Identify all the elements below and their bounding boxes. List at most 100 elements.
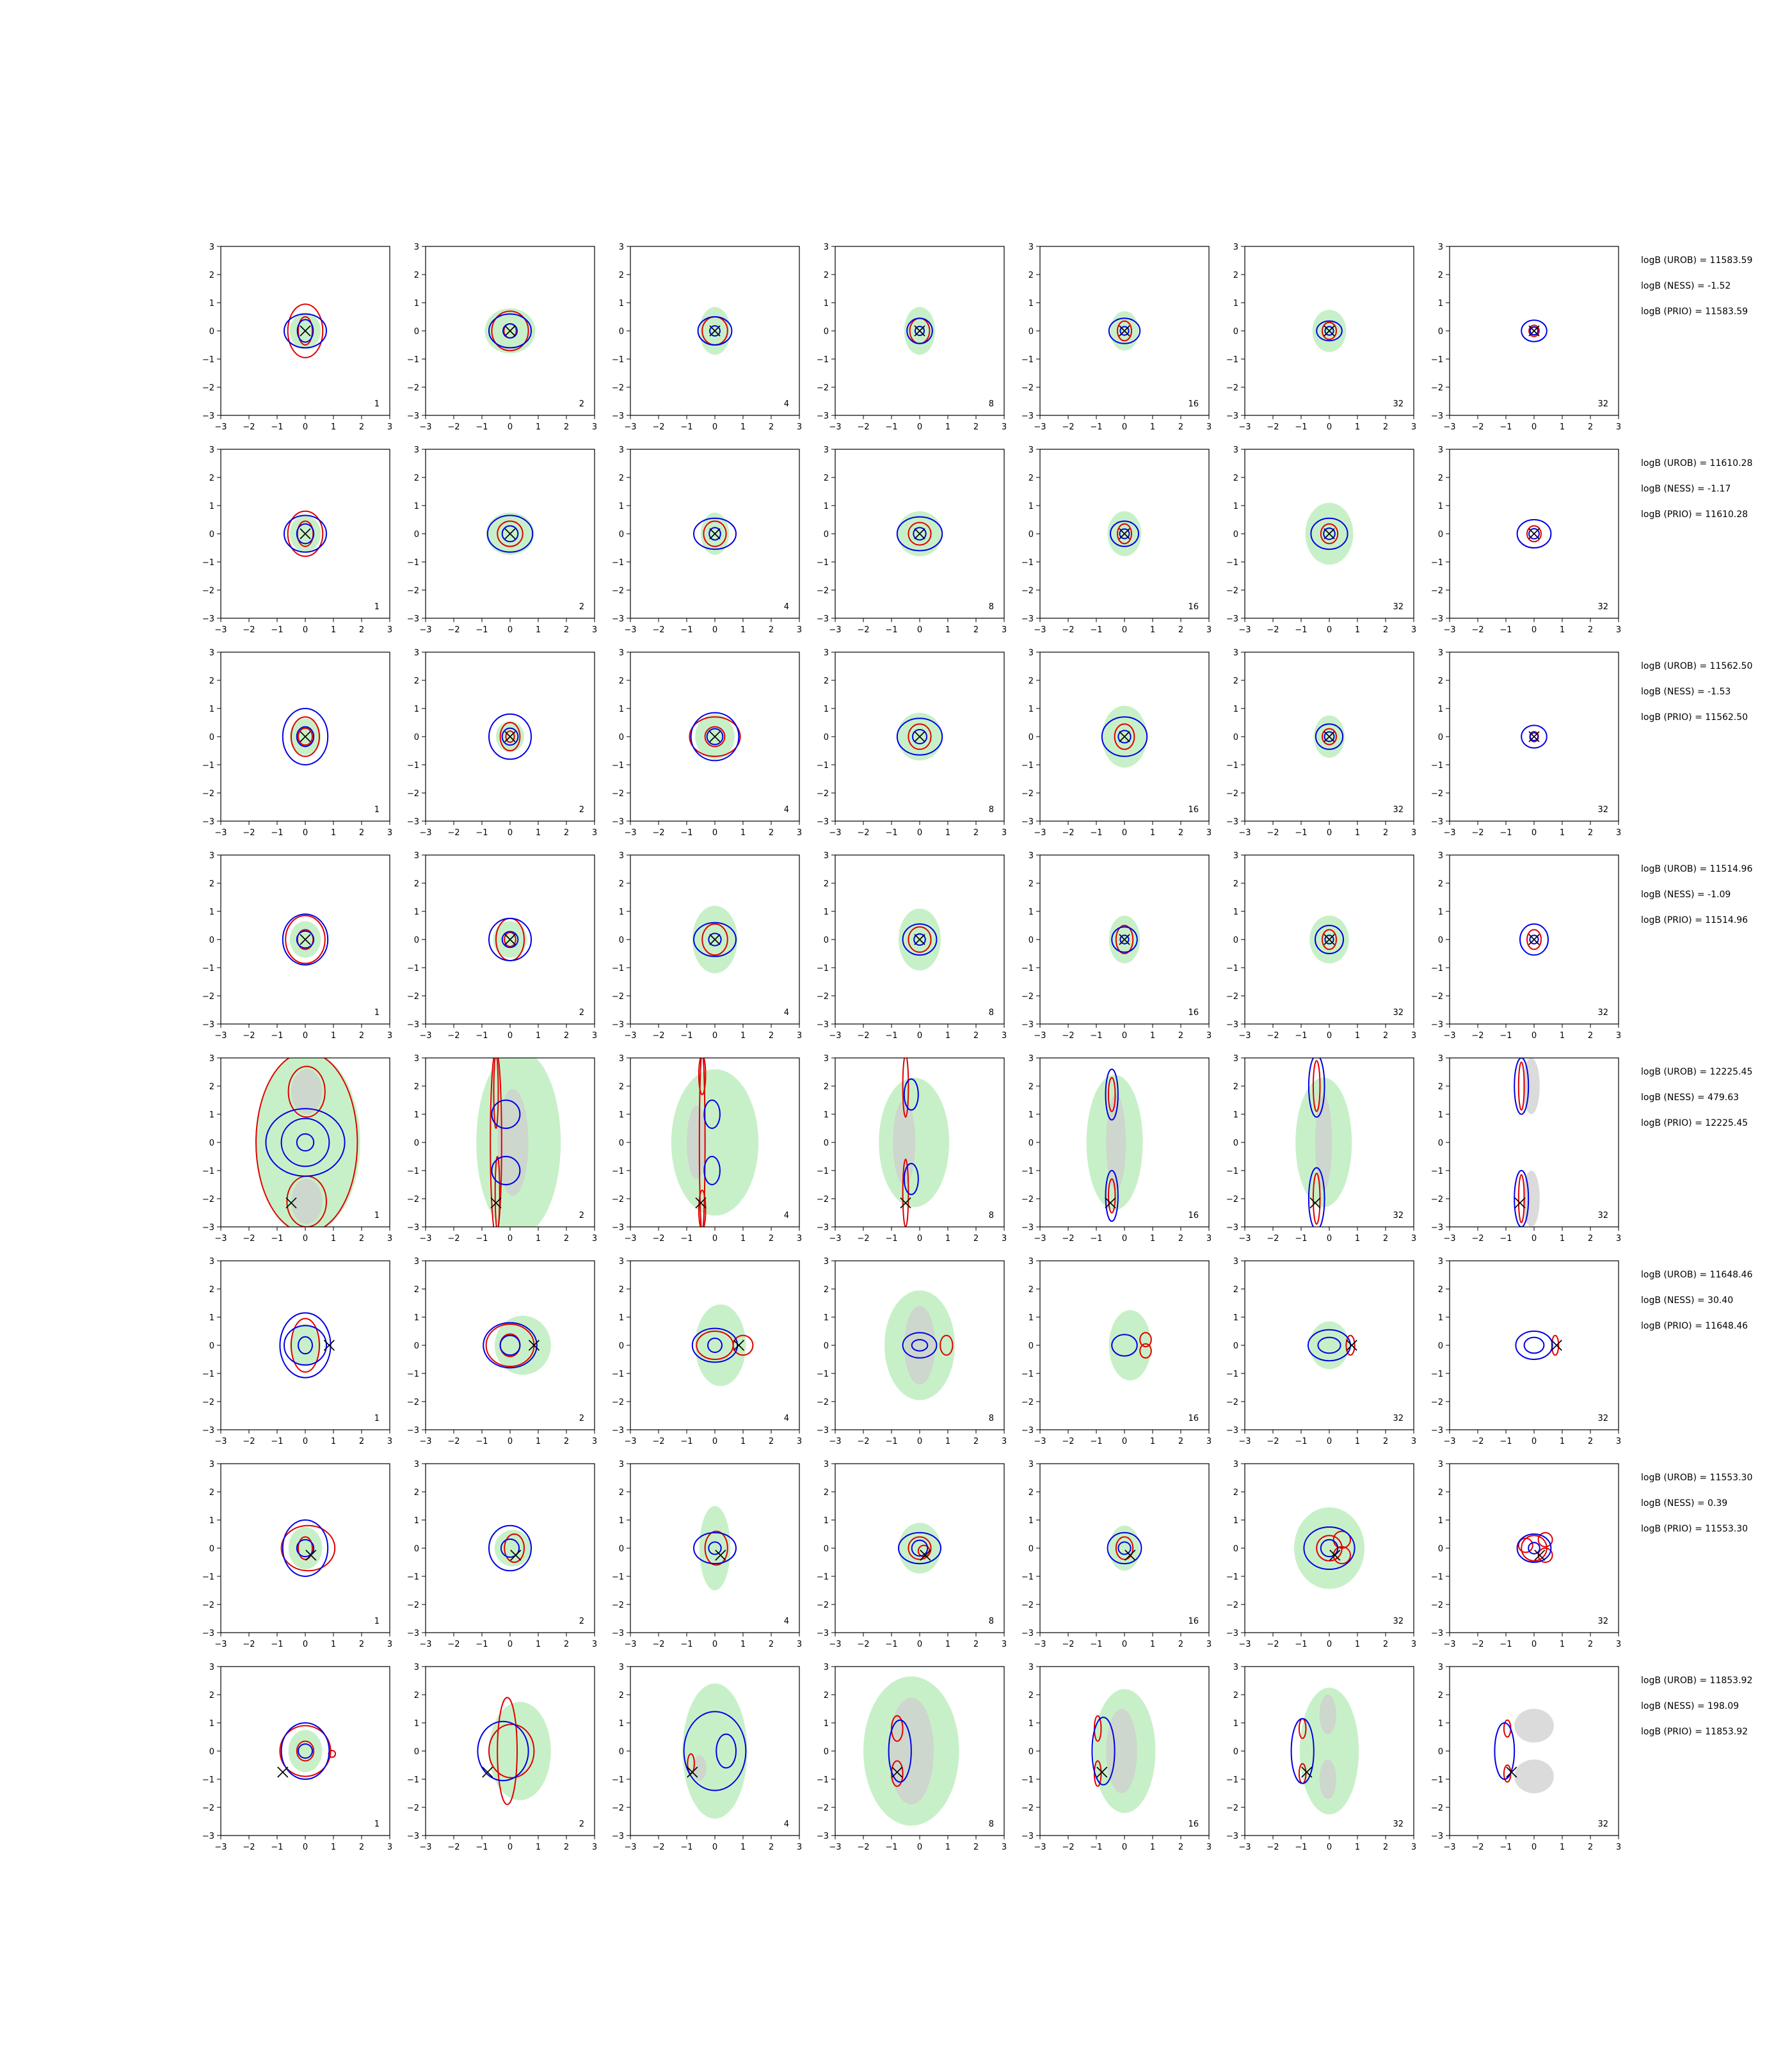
x-tick-label: 3	[1411, 422, 1416, 432]
x-tick-label: −1	[476, 422, 488, 432]
y-tick-label: −3	[817, 614, 829, 624]
subplot-r6-c4: −3−3 −2 −2 −1 −1 0 0 1 1 2 2 3 3 8	[817, 1257, 1007, 1446]
y-tick-label: −2	[817, 1601, 829, 1610]
x-tick-label: 3	[387, 625, 392, 635]
red-contour	[494, 1156, 500, 1227]
y-tick-label: 3	[619, 243, 624, 252]
subplot-r5-c2: −3−3 −2 −2 −1 −1 0 0 1 1 2 2 3 3 2	[407, 1054, 597, 1244]
plot-area	[1521, 319, 1548, 342]
red-contour	[497, 520, 524, 547]
log-bayes-factor-text: logB (NESS) = 198.09	[1641, 1701, 1739, 1711]
x-tick-label: 0	[917, 1031, 922, 1041]
y-tick-label: −1	[202, 558, 214, 568]
x-tick-label: 3	[797, 1640, 802, 1649]
log-bayes-factor-text: logB (NESS) = 0.39	[1641, 1498, 1727, 1508]
y-tick-label: 2	[414, 474, 419, 483]
y-tick-label: 1	[824, 908, 829, 917]
panel-label: 1	[374, 1820, 380, 1829]
x-tick-label: −3	[419, 1437, 431, 1446]
x-tick-label: 3	[592, 1843, 597, 1852]
x-tick-label: 3	[1002, 1234, 1007, 1244]
x-tick-label: −1	[476, 625, 488, 635]
y-tick-label: −1	[1226, 1370, 1238, 1379]
x-tick-label: 0	[1532, 1234, 1537, 1244]
red-contour	[280, 1524, 336, 1572]
blue-contour	[284, 313, 327, 349]
x-tick-label: 1	[1355, 422, 1360, 432]
blue-contour	[477, 1720, 529, 1782]
y-tick-label: −1	[612, 1167, 624, 1176]
y-tick-label: 0	[414, 327, 419, 337]
x-tick-label: 3	[1002, 1437, 1007, 1446]
y-tick-label: −2	[612, 1195, 624, 1204]
y-tick-label: 0	[209, 1139, 214, 1148]
y-tick-label: −1	[1021, 355, 1034, 365]
x-tick-label: −1	[1295, 1234, 1307, 1244]
x-tick-label: 1	[1150, 625, 1155, 635]
plot-area	[1290, 1688, 1359, 1814]
y-tick-label: −3	[1021, 1629, 1034, 1638]
x-tick-label: −2	[1471, 1640, 1484, 1649]
y-tick-label: 3	[414, 1460, 419, 1469]
blue-contour	[1521, 319, 1548, 342]
y-tick-label: 3	[1233, 851, 1238, 861]
y-tick-label: 1	[1438, 1516, 1443, 1526]
x-tick-label: 0	[1532, 1843, 1537, 1852]
log-bayes-factor-text: logB (NESS) = 30.40	[1641, 1295, 1733, 1306]
x-tick-label: 3	[592, 1437, 597, 1446]
blue-contour	[903, 1078, 919, 1111]
y-tick-label: 3	[1438, 851, 1443, 861]
x-tick-label: 3	[387, 1640, 392, 1649]
subplot-r6-c1: −3−3 −2 −2 −1 −1 0 0 1 1 2 2 3 3 1	[202, 1257, 392, 1446]
subplot-r1-c3: −3−3 −2 −2 −1 −1 0 0 1 1 2 2 3 3 4	[612, 243, 802, 432]
y-tick-label: 1	[1028, 502, 1034, 511]
blue-contour	[706, 728, 724, 746]
x-tick-label: 1	[740, 1843, 746, 1852]
y-tick-label: 1	[824, 705, 829, 714]
subplot-r7-c7: −3−3 −2 −2 −1 −1 0 0 1 1 2 2 3 3 32	[1431, 1460, 1621, 1649]
x-tick-label: 1	[740, 1234, 746, 1244]
y-tick-label: −2	[817, 1804, 829, 1813]
panel-label: 32	[1597, 1008, 1608, 1018]
x-tick-label: −1	[1295, 1437, 1307, 1446]
blue-contour	[501, 931, 519, 948]
y-tick-label: −3	[1431, 1223, 1443, 1233]
blue-contour	[1119, 528, 1130, 540]
blue-contour	[499, 1334, 521, 1356]
x-tick-label: −3	[829, 1843, 841, 1852]
x-tick-label: −2	[652, 422, 664, 432]
plot-area	[488, 713, 532, 760]
y-tick-label: 1	[1438, 502, 1443, 511]
blue-contour	[703, 1100, 721, 1129]
y-tick-label: 0	[414, 1139, 419, 1148]
y-tick-label: 1	[619, 1110, 624, 1120]
blue-contour	[1119, 934, 1130, 945]
x-tick-label: 2	[564, 1843, 569, 1852]
x-marker	[687, 1766, 698, 1778]
x-tick-label: −2	[243, 1843, 255, 1852]
x-tick-label: −3	[214, 828, 227, 838]
y-tick-label: 3	[1233, 1663, 1238, 1672]
y-tick-label: −3	[1021, 1426, 1034, 1436]
blue-contour	[491, 1156, 521, 1185]
y-tick-label: 0	[824, 530, 829, 540]
x-tick-label: −3	[1238, 1031, 1251, 1041]
x-tick-label: −2	[1471, 422, 1484, 432]
blue-contour	[502, 323, 518, 339]
blue-contour	[265, 1108, 346, 1177]
y-tick-label: 3	[209, 1054, 214, 1064]
blue-contour	[912, 729, 927, 744]
x-tick-label: −3	[1443, 1031, 1455, 1041]
x-tick-label: −3	[1034, 1437, 1046, 1446]
x-tick-label: 0	[1532, 625, 1537, 635]
y-tick-label: 3	[1028, 243, 1034, 252]
y-tick-label: 1	[619, 705, 624, 714]
gray-density-region	[1523, 1171, 1540, 1227]
x-tick-label: −3	[624, 422, 636, 432]
y-tick-label: 3	[414, 1663, 419, 1672]
y-tick-label: 1	[1438, 705, 1443, 714]
y-tick-label: 2	[1233, 879, 1238, 889]
x-tick-label: 2	[1178, 1234, 1183, 1244]
y-tick-label: 2	[824, 271, 829, 280]
x-tick-label: 3	[1206, 422, 1212, 432]
